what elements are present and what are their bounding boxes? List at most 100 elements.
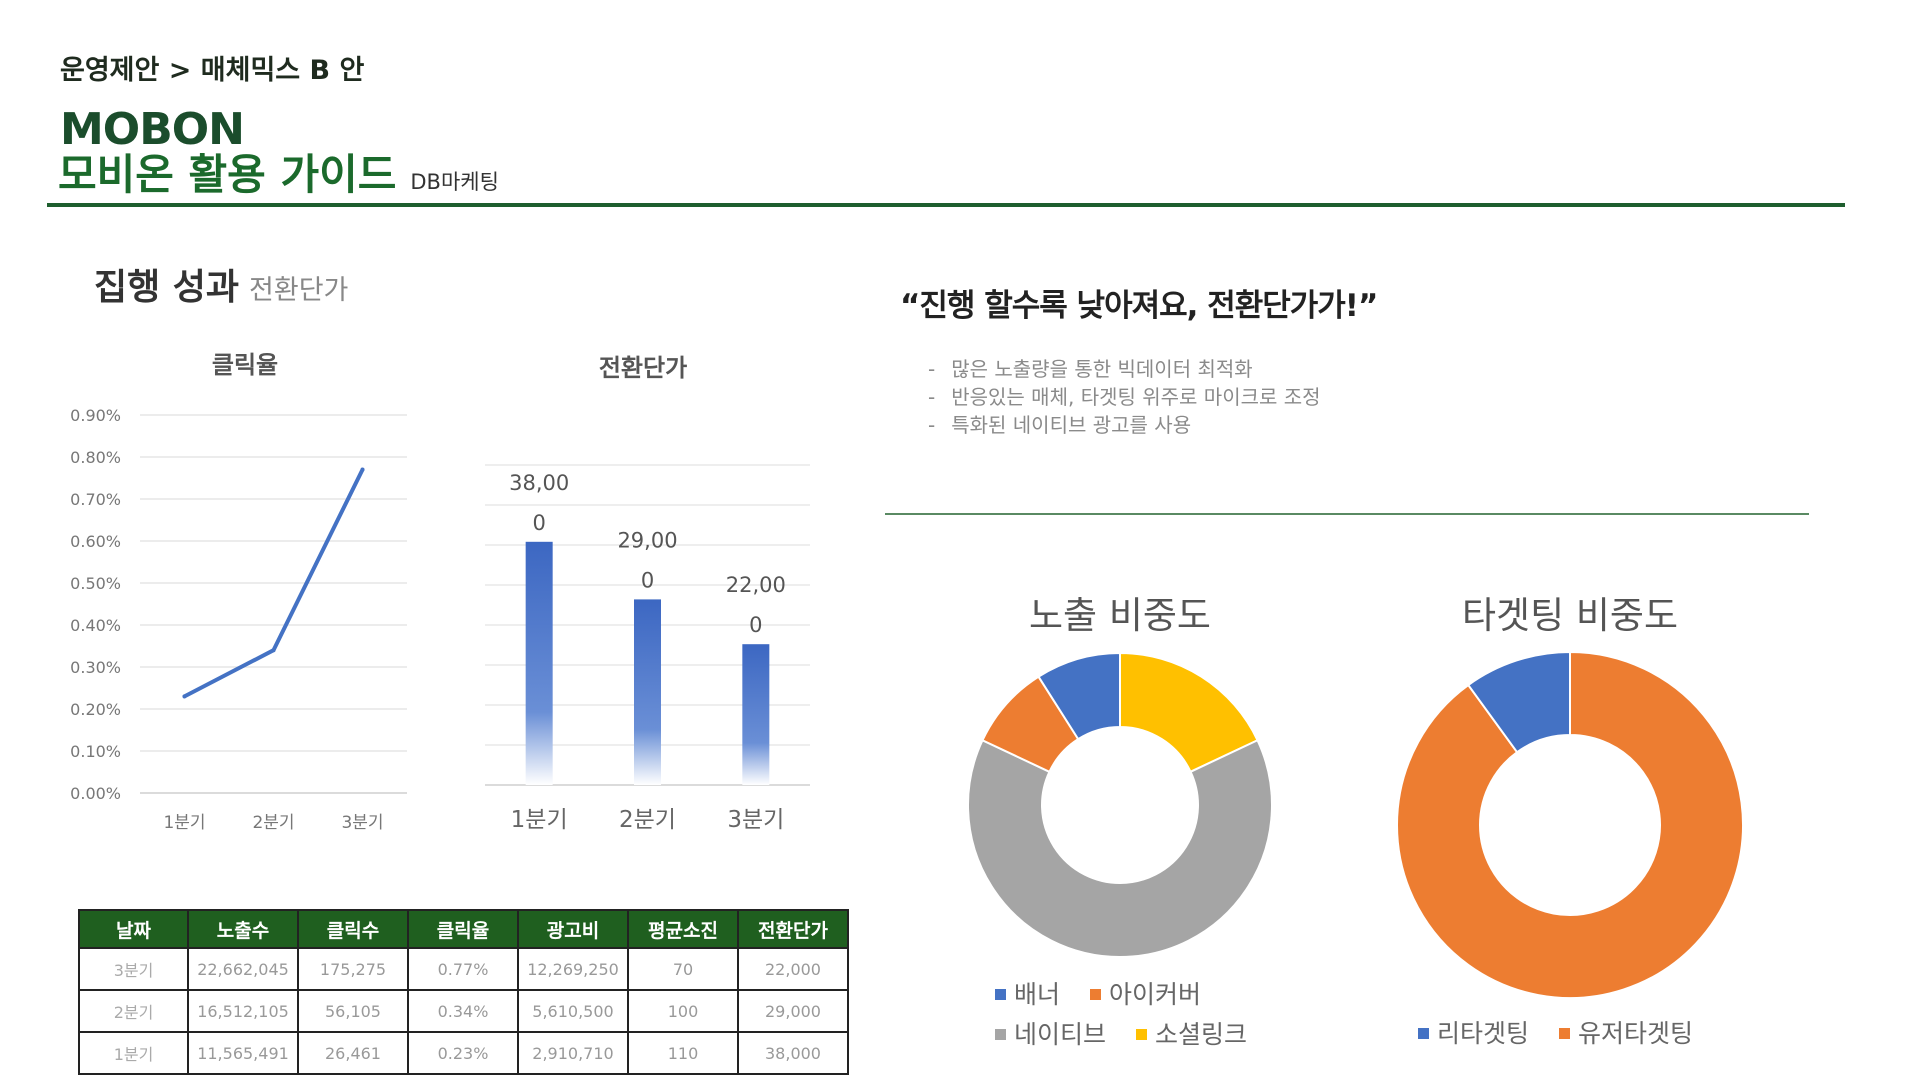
y-tick-label: 0.20% <box>70 700 121 719</box>
table-cell: 100 <box>627 989 739 1033</box>
page-subtitle: DB마케팅 <box>410 170 499 194</box>
bullet-list: 많은 노출량을 통한 빅데이터 최적화 반응있는 매체, 타겟팅 위주로 마이크… <box>930 355 1321 439</box>
legend-swatch <box>1418 1027 1429 1039</box>
y-tick-label: 0.80% <box>70 448 121 467</box>
legend-swatch <box>995 1028 1006 1040</box>
section-title-text: 집행 성과 <box>94 267 240 308</box>
table-cell: 175,275 <box>297 947 409 991</box>
section-subtitle: 전환단가 <box>249 275 349 306</box>
legend-row: 배너 아이커버 <box>995 975 1269 1015</box>
legend-label: 아이커버 <box>1108 980 1201 1009</box>
legend-swatch <box>995 988 1006 1000</box>
bar-data-label: 29,00 <box>617 528 677 552</box>
table-cell: 26,461 <box>297 1031 409 1075</box>
table-cell: 56,105 <box>297 989 409 1033</box>
table-cell: 2분기 <box>78 989 189 1033</box>
x-tick-label: 2분기 <box>252 813 294 833</box>
legend-item-icover: 아이커버 <box>1089 975 1201 1015</box>
table-header-cell: 평균소진 <box>627 909 739 949</box>
legend-row: 네이티브 소셜링크 <box>995 1015 1269 1055</box>
x-tick-label: 3분기 <box>341 813 383 833</box>
table-cell: 22,662,045 <box>187 947 299 991</box>
legend-label: 네이티브 <box>1014 1020 1107 1049</box>
table-header-cell: 클릭율 <box>407 909 519 949</box>
table-cell: 0.34% <box>407 989 519 1033</box>
donut-exposure-legend: 배너 아이커버 네이티브 소셜링크 <box>995 975 1269 1055</box>
bullet-item: 많은 노출량을 통한 빅데이터 최적화 <box>930 355 1321 383</box>
section-divider <box>885 513 1809 515</box>
y-tick-label: 0.50% <box>70 574 121 593</box>
table-cell: 110 <box>627 1031 739 1075</box>
legend-item-native: 네이티브 <box>995 1015 1106 1055</box>
legend-label: 유저타겟팅 <box>1577 1019 1693 1048</box>
page-title-text: 모비온 활용 가이드 <box>58 150 397 199</box>
breadcrumb: 운영제안 > 매체믹스 B 안 <box>60 55 365 86</box>
table-cell: 0.77% <box>407 947 519 991</box>
line-chart-click-rate: 0.00% 0.10% 0.20% 0.30% 0.40% 0.50% 0.60% 0.70%… <box>70 406 407 833</box>
table-cell: 0.23% <box>407 1031 519 1075</box>
x-tick-label: 3분기 <box>727 807 784 833</box>
bar-data-label: 38,00 <box>509 471 569 495</box>
donut-chart-targeting <box>1396 650 1744 999</box>
legend-item-retargeting: 리타겟팅 <box>1418 1014 1529 1050</box>
legend-swatch <box>1089 988 1101 1000</box>
legend-swatch <box>1135 1028 1147 1040</box>
legend-item-social-link: 소셜링크 <box>1135 1015 1247 1055</box>
bar-chart-title: 전환단가 <box>598 354 688 382</box>
donut-exposure-title: 노출 비중도 <box>1029 594 1211 637</box>
table-row: 2분기 16,512,105 56,105 0.34% 5,610,500 10… <box>78 989 849 1033</box>
legend-item-banner: 배너 <box>995 975 1060 1015</box>
legend-label: 배너 <box>1014 980 1061 1009</box>
table-cell: 70 <box>627 947 739 991</box>
y-tick-label: 0.10% <box>70 742 121 761</box>
line-point <box>271 648 276 653</box>
table-cell: 3분기 <box>78 947 189 991</box>
bar-data-label: 22,00 <box>726 573 786 597</box>
y-tick-label: 0.40% <box>70 616 121 635</box>
table-cell: 2,910,710 <box>517 1031 629 1075</box>
x-tick-label: 1분기 <box>163 813 205 833</box>
table-header-cell: 전환단가 <box>737 909 849 949</box>
brand-logo-text: MOBON <box>60 104 245 155</box>
table-header-cell: 날짜 <box>78 909 189 949</box>
header-divider <box>47 203 1845 207</box>
bar-chart-cpa: 38,00 0 1분기 29,00 0 2분기 22,00 0 3분기 <box>485 464 810 833</box>
legend-label: 소셜링크 <box>1154 1020 1247 1049</box>
legend-item-user-targeting: 유저타겟팅 <box>1558 1014 1693 1050</box>
y-tick-label: 0.90% <box>70 406 121 425</box>
table-row: 1분기 11,565,491 26,461 0.23% 2,910,710 11… <box>78 1031 849 1075</box>
bar <box>525 541 553 785</box>
table-header-row: 날짜 노출수 클릭수 클릭율 광고비 평균소진 전환단가 <box>78 909 849 949</box>
donut-slice <box>1396 650 1744 999</box>
y-tick-label: 0.00% <box>70 784 121 803</box>
y-tick-label: 0.60% <box>70 532 121 551</box>
bar-data-label: 0 <box>532 511 545 535</box>
donut-chart-exposure <box>967 651 1273 958</box>
table-cell: 38,000 <box>737 1031 849 1075</box>
donut-slice <box>1119 651 1259 774</box>
table-cell: 12,269,250 <box>517 947 629 991</box>
donut-slice <box>1037 651 1121 741</box>
bar-data-label: 0 <box>749 613 762 637</box>
table-header-cell: 광고비 <box>517 909 629 949</box>
donut-targeting-title: 타겟팅 비중도 <box>1461 594 1678 637</box>
table-header-cell: 노출수 <box>187 909 299 949</box>
line-point <box>360 467 365 472</box>
performance-table: 날짜 노출수 클릭수 클릭율 광고비 평균소진 전환단가 3분기 22,662,… <box>78 909 849 1075</box>
bullet-item: 특화된 네이티브 광고를 사용 <box>930 411 1321 439</box>
table-header-cell: 클릭수 <box>297 909 409 949</box>
y-tick-label: 0.30% <box>70 658 121 677</box>
page-title: 모비온 활용 가이드 DB마케팅 <box>58 150 499 207</box>
table-cell: 29,000 <box>737 989 849 1033</box>
table-cell: 11,565,491 <box>187 1031 299 1075</box>
line-point <box>182 694 187 699</box>
donut-slice <box>1466 650 1571 754</box>
bar <box>634 599 661 785</box>
section-title: 집행 성과 전환단가 <box>94 258 348 310</box>
y-tick-label: 0.70% <box>70 490 121 509</box>
headline: “진행 할수록 낮아져요, 전환단가가!” <box>900 288 1378 324</box>
bar <box>742 644 770 785</box>
x-tick-label: 2분기 <box>619 807 676 833</box>
donut-targeting-legend: 리타겟팅 유저타겟팅 <box>1418 1014 1715 1050</box>
bullet-item: 반응있는 매체, 타겟팅 위주로 마이크로 조정 <box>930 383 1320 411</box>
